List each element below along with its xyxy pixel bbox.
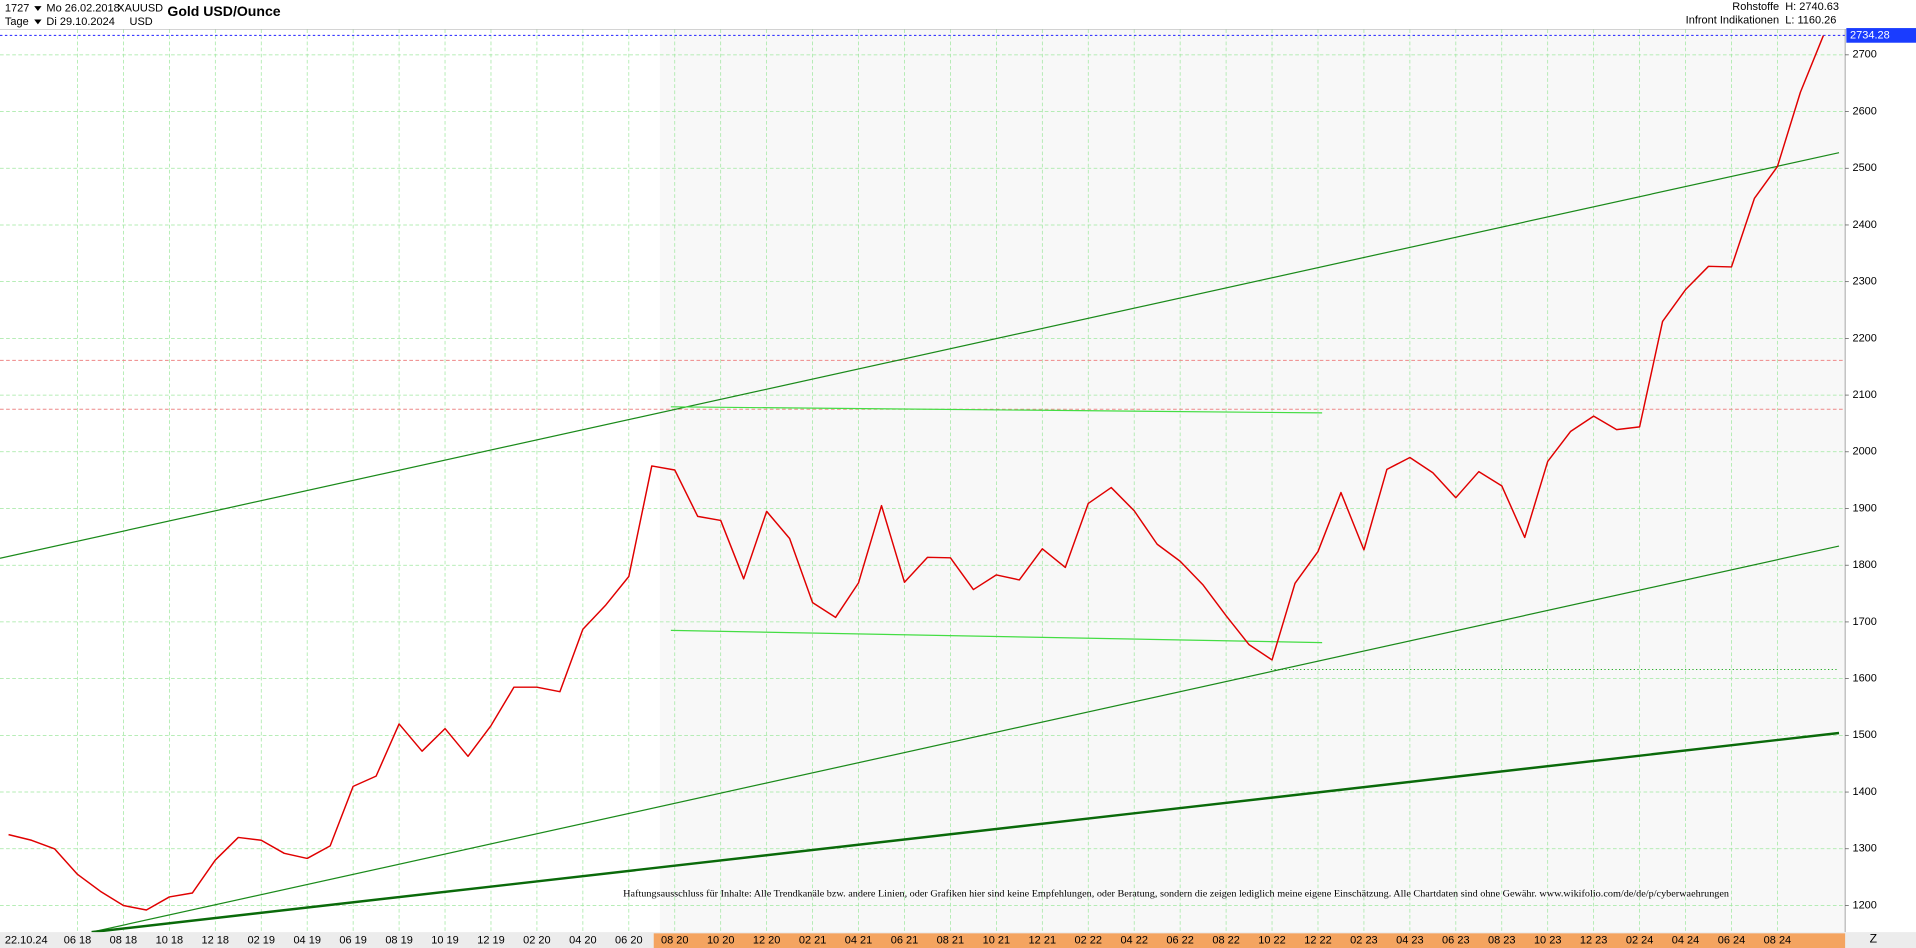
y-tick-label: 1500 xyxy=(1852,729,1876,741)
x-tick-label: 08 20 xyxy=(661,935,689,947)
currency: USD xyxy=(130,16,153,28)
x-tick-label: 02 24 xyxy=(1626,935,1654,947)
x-tick-label: 12 23 xyxy=(1580,935,1608,947)
low: L: 1160.26 xyxy=(1785,15,1836,27)
y-tick-label: 2200 xyxy=(1852,332,1876,344)
y-tick-label: 2500 xyxy=(1852,162,1876,174)
axis-layer: 1200 1300 1400 1500 1600 1700 1800 1900 2000 2100… xyxy=(64,28,1916,947)
x-tick-label: 08 21 xyxy=(937,935,965,947)
series-layer xyxy=(0,34,1846,911)
symbol: XAUUSD xyxy=(117,2,163,14)
x-tick-label: 12 19 xyxy=(477,935,505,947)
grid-layer xyxy=(0,29,1846,933)
source: Infront Indikationen xyxy=(1686,15,1779,27)
x-tick-label: 12 20 xyxy=(753,935,781,947)
high: H: 2740.63 xyxy=(1785,1,1839,13)
x-tick-label: 08 18 xyxy=(110,935,138,947)
x-tick-label: 10 20 xyxy=(707,935,735,947)
last-price-label: 2734.28 xyxy=(1850,29,1890,41)
trend-line xyxy=(91,731,1840,934)
y-tick-label: 1200 xyxy=(1852,899,1876,911)
x-tick-label: 12 22 xyxy=(1304,935,1332,947)
trend-line xyxy=(0,152,1840,559)
date-marker: 22.10.24 xyxy=(5,935,48,947)
x-tick-label: 02 21 xyxy=(799,935,827,947)
y-tick-label: 2300 xyxy=(1852,276,1876,288)
x-tick-label: 12 18 xyxy=(202,935,230,947)
trend-line xyxy=(670,629,1323,644)
x-tick-label: 04 21 xyxy=(845,935,873,947)
x-tick-label: 10 23 xyxy=(1534,935,1562,947)
dropdown-icon[interactable] xyxy=(34,19,42,25)
x-tick-label: 06 20 xyxy=(615,935,643,947)
y-tick-label: 2600 xyxy=(1852,105,1876,117)
x-tick-label: 12 21 xyxy=(1029,935,1057,947)
y-tick-label: 2100 xyxy=(1852,389,1876,401)
x-tick-label: 02 23 xyxy=(1350,935,1378,947)
x-tick-label: 06 19 xyxy=(339,935,367,947)
end-date: Di 29.10.2024 xyxy=(46,16,114,28)
price-line xyxy=(8,35,1825,911)
y-tick-label: 1600 xyxy=(1852,673,1876,685)
period: Tage xyxy=(5,16,29,28)
x-tick-label: 10 19 xyxy=(431,935,459,947)
chart-title: Gold USD/Ounce xyxy=(167,3,280,19)
y-tick-label: 2000 xyxy=(1852,446,1876,458)
x-tick-label: 04 22 xyxy=(1120,935,1148,947)
x-tick-label: 06 22 xyxy=(1166,935,1194,947)
x-tick-label: 04 23 xyxy=(1396,935,1424,947)
trend-line xyxy=(91,545,1840,933)
x-tick-label: 08 23 xyxy=(1488,935,1516,947)
x-tick-label: 02 20 xyxy=(523,935,551,947)
y-tick-label: 1400 xyxy=(1852,786,1876,798)
y-tick-label: 1800 xyxy=(1852,559,1876,571)
last-price-box xyxy=(1846,28,1916,43)
x-tick-label: 04 19 xyxy=(293,935,321,947)
y-tick-label: 2700 xyxy=(1852,49,1876,61)
dropdown-icon[interactable] xyxy=(34,6,42,11)
x-tick-label: 08 24 xyxy=(1764,935,1792,947)
x-tick-label: 06 18 xyxy=(64,935,92,947)
x-tick-label: 10 21 xyxy=(983,935,1011,947)
y-tick-label: 1700 xyxy=(1852,616,1876,628)
trend-line xyxy=(670,406,1323,414)
x-tick-label: 04 20 xyxy=(569,935,597,947)
start-date: Mo 26.02.2018 xyxy=(46,2,119,14)
trend-lines xyxy=(0,152,1846,934)
disclaimer: Haftungsausschluss für Inhalte: Alle Tre… xyxy=(623,888,1729,899)
x-tick-label: 06 21 xyxy=(891,935,919,947)
x-tick-label: 08 22 xyxy=(1212,935,1240,947)
group: Rohstoffe xyxy=(1732,1,1779,13)
x-axis-highlight xyxy=(653,933,1846,948)
y-tick-label: 1300 xyxy=(1852,843,1876,855)
corner-label[interactable]: Z xyxy=(1870,932,1878,946)
x-tick-label: 02 19 xyxy=(247,935,275,947)
x-tick-label: 10 22 xyxy=(1258,935,1286,947)
x-tick-label: 04 24 xyxy=(1672,935,1700,947)
y-tick-label: 1900 xyxy=(1852,502,1876,514)
x-tick-label: 06 23 xyxy=(1442,935,1470,947)
x-tick-label: 06 24 xyxy=(1718,935,1746,947)
x-tick-label: 08 19 xyxy=(385,935,413,947)
y-tick-label: 2400 xyxy=(1852,219,1876,231)
plot-shade xyxy=(659,29,1846,933)
x-tick-label: 02 22 xyxy=(1075,935,1103,947)
count: 1727 xyxy=(5,2,29,14)
x-tick-label: 10 18 xyxy=(156,935,184,947)
